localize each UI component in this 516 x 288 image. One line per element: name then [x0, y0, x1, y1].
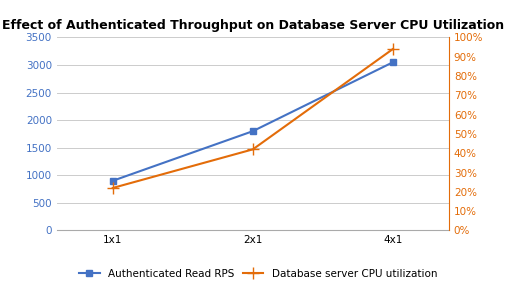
Authenticated Read RPS [250, 129, 256, 133]
Database server CPU utilization [390, 47, 396, 51]
Title: Effect of Authenticated Throughput on Database Server CPU Utilization: Effect of Authenticated Throughput on Da… [2, 19, 504, 32]
Database server CPU utilization [110, 186, 116, 190]
Line: Authenticated Read RPS: Authenticated Read RPS [109, 59, 396, 184]
Authenticated Read RPS [110, 179, 116, 183]
Line: Database server CPU utilization: Database server CPU utilization [107, 43, 398, 194]
Legend: Authenticated Read RPS, Database server CPU utilization: Authenticated Read RPS, Database server … [75, 264, 441, 283]
Authenticated Read RPS [390, 60, 396, 64]
Database server CPU utilization [250, 148, 256, 151]
